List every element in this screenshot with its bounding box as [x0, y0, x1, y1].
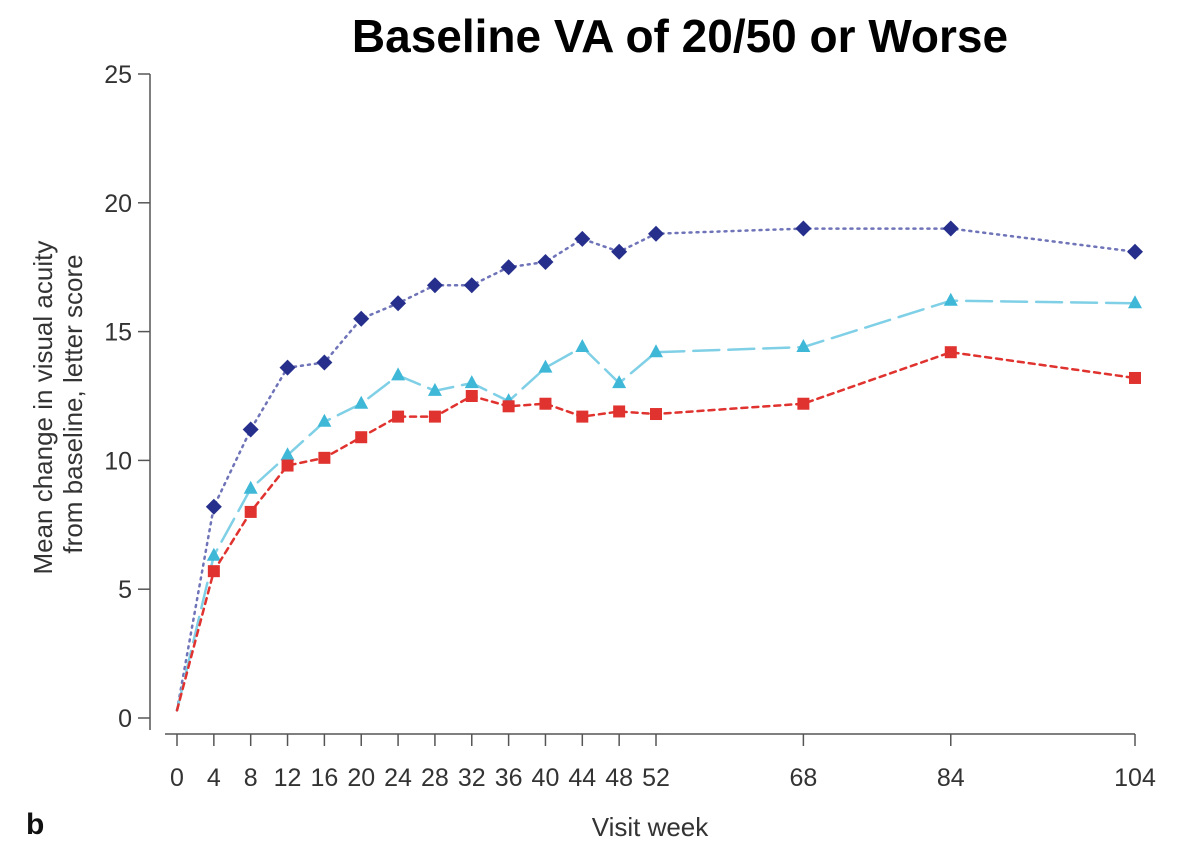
data-point [574, 230, 591, 247]
chart-title: Baseline VA of 20/50 or Worse [352, 10, 1008, 62]
y-tick-label: 0 [118, 705, 132, 733]
y-axis-label: Mean change in visual acuity from baseli… [28, 233, 88, 574]
data-point [539, 397, 552, 410]
data-point [502, 400, 515, 413]
data-point [281, 459, 294, 472]
x-tick-label: 84 [937, 764, 965, 792]
panel-label: b [26, 808, 44, 841]
y-tick-label: 25 [104, 61, 132, 89]
y-tick-label: 10 [104, 447, 132, 475]
data-point [207, 565, 220, 578]
data-point [650, 408, 662, 421]
x-tick-label: 44 [568, 764, 596, 792]
data-point [355, 431, 368, 444]
x-axis-label: Visit week [592, 812, 710, 842]
y-tick-label: 20 [104, 190, 132, 218]
data-point [500, 259, 517, 276]
data-point [242, 421, 259, 438]
data-point [795, 220, 812, 237]
series-square [175, 346, 1141, 712]
data-point [612, 375, 627, 389]
y-axis-label-line-1: Mean change in visual acuity [28, 241, 58, 575]
data-point [354, 395, 369, 409]
x-tick-label: 12 [274, 764, 302, 792]
data-point [463, 277, 480, 294]
x-axis-ticks: 0 4 8 12 16 20 24 28 32 36 40 44 48 52 68 84 104 [170, 734, 1156, 792]
data-point [943, 292, 958, 306]
data-point [428, 410, 441, 423]
x-tick-label: 0 [170, 764, 184, 792]
x-tick-label: 20 [347, 764, 375, 792]
data-point [1127, 243, 1143, 260]
data-point [575, 339, 590, 353]
x-tick-label: 68 [789, 764, 817, 792]
x-tick-label: 48 [605, 764, 633, 792]
data-point [427, 382, 442, 396]
data-point [611, 243, 628, 260]
x-tick-label: 52 [642, 764, 670, 792]
data-point [205, 498, 222, 515]
x-tick-label: 32 [458, 764, 486, 792]
series-triangle [175, 292, 1142, 712]
data-point [390, 295, 407, 312]
data-point [944, 346, 957, 359]
data-point [392, 410, 405, 423]
data-point [279, 359, 296, 376]
data-point [942, 220, 959, 237]
y-tick-label: 15 [104, 319, 132, 347]
data-point [797, 397, 810, 410]
data-point [426, 277, 443, 294]
data-point [206, 547, 221, 561]
data-point [649, 344, 663, 358]
data-point [1128, 295, 1142, 309]
data-point [280, 447, 295, 461]
x-tick-label: 36 [495, 764, 523, 792]
data-point [464, 375, 479, 389]
data-point [613, 405, 626, 418]
data-point [796, 339, 811, 353]
series-line [175, 350, 1137, 712]
data-point [576, 410, 589, 423]
series-diamond [175, 220, 1143, 712]
data-point [391, 367, 406, 381]
data-point [1129, 371, 1141, 384]
x-tick-label: 104 [1114, 764, 1156, 792]
series-layer [175, 220, 1143, 712]
data-point [538, 359, 553, 373]
data-point [317, 413, 332, 427]
data-point [648, 225, 664, 242]
data-point [465, 390, 478, 402]
data-point [353, 310, 370, 327]
data-point [318, 451, 331, 464]
y-axis-ticks: 0 5 10 15 20 25 [104, 61, 150, 733]
x-tick-label: 24 [384, 764, 412, 792]
data-point [316, 354, 333, 371]
data-point [537, 254, 554, 271]
x-tick-label: 28 [421, 764, 449, 792]
data-point [244, 505, 257, 518]
x-tick-label: 4 [207, 764, 221, 792]
y-axis-label-line-2: from baseline, letter score [58, 254, 88, 553]
data-point [243, 480, 258, 494]
x-tick-label: 16 [310, 764, 338, 792]
y-tick-label: 5 [118, 576, 132, 604]
x-tick-label: 40 [532, 764, 560, 792]
x-tick-label: 8 [244, 764, 258, 792]
